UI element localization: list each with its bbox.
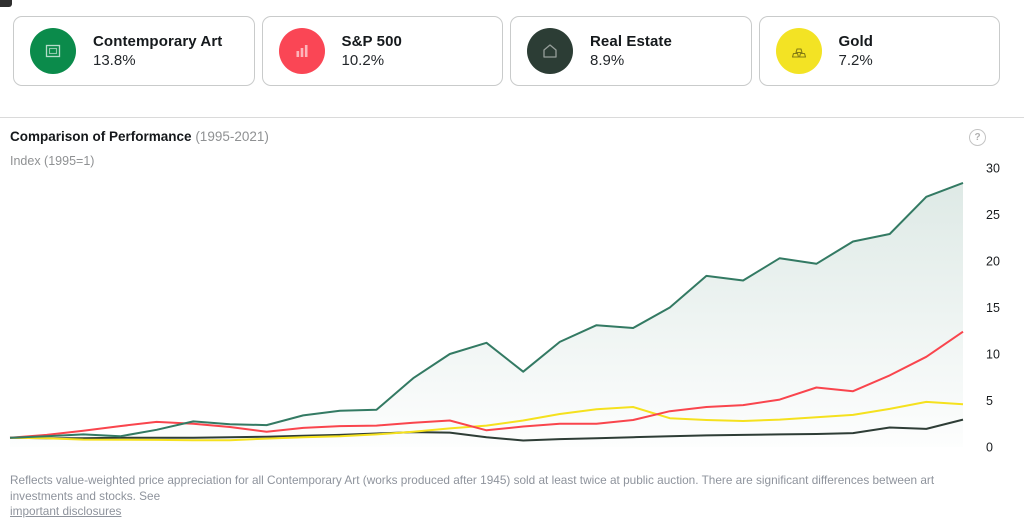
series-line-contemporary-art: [9, 181, 964, 439]
y-tick-label: 20: [986, 255, 1000, 269]
section-divider: [0, 117, 1024, 118]
legend-cards: Contemporary Art 13.8% S&P 500 10.2% Rea…: [13, 16, 1000, 86]
disclaimer-text: Reflects value-weighted price appreciati…: [10, 473, 935, 503]
gold-bars-icon: [791, 48, 806, 58]
house-icon: [543, 44, 557, 58]
y-tick-label: 25: [986, 208, 1000, 222]
legend-card-sp500[interactable]: S&P 500 10.2%: [261, 16, 503, 86]
help-icon[interactable]: ?: [969, 129, 986, 146]
series-line-gold: [9, 400, 964, 442]
legend-card-value: 8.9%: [590, 52, 625, 69]
performance-chart: 0 5 10 15 20 25 30: [9, 162, 1000, 455]
chart-period: (1995-2021): [195, 129, 269, 144]
legend-card-value: 10.2%: [341, 52, 385, 69]
chart-title-row: Comparison of Performance (1995-2021): [10, 129, 269, 144]
legend-card-value: 7.2%: [838, 52, 873, 69]
disclaimer: Reflects value-weighted price appreciati…: [10, 473, 990, 520]
legend-card-gold[interactable]: Gold 7.2%: [758, 16, 1000, 86]
window-corner-fragment: [0, 0, 12, 7]
series-line-real-estate: [9, 418, 964, 442]
y-tick-label: 30: [986, 162, 1000, 176]
contemporary-art-area-fill: [10, 182, 963, 447]
series-line-s-p-500: [9, 330, 964, 439]
real-estate-color-dot: [527, 28, 573, 74]
y-tick-label: 10: [986, 348, 1000, 362]
y-tick-label: 15: [986, 301, 1000, 315]
legend-card-label: S&P 500: [341, 33, 402, 50]
sp500-color-dot: [278, 28, 325, 74]
legend-card-label: Contemporary Art: [93, 33, 223, 50]
y-axis-tick-labels: 0 5 10 15 20 25 30: [986, 162, 1000, 455]
bar-chart-icon: [296, 45, 307, 57]
contemporary-art-color-dot: [30, 28, 76, 74]
legend-card-contemporary-art[interactable]: Contemporary Art 13.8%: [13, 16, 255, 86]
chart-title: Comparison of Performance: [10, 129, 192, 144]
legend-card-label: Gold: [838, 33, 874, 50]
important-disclosures-link[interactable]: important disclosures: [10, 504, 122, 518]
legend-card-real-estate[interactable]: Real Estate 8.9%: [510, 16, 752, 86]
y-axis-title: Index (1995=1): [10, 154, 95, 168]
chart-lines: [9, 181, 964, 442]
gold-color-dot: [775, 28, 822, 74]
y-tick-label: 0: [986, 441, 993, 455]
legend-card-value: 13.8%: [93, 52, 136, 69]
artwork-frame-icon: [45, 44, 61, 58]
y-tick-label: 5: [986, 394, 993, 408]
legend-card-label: Real Estate: [590, 33, 672, 50]
